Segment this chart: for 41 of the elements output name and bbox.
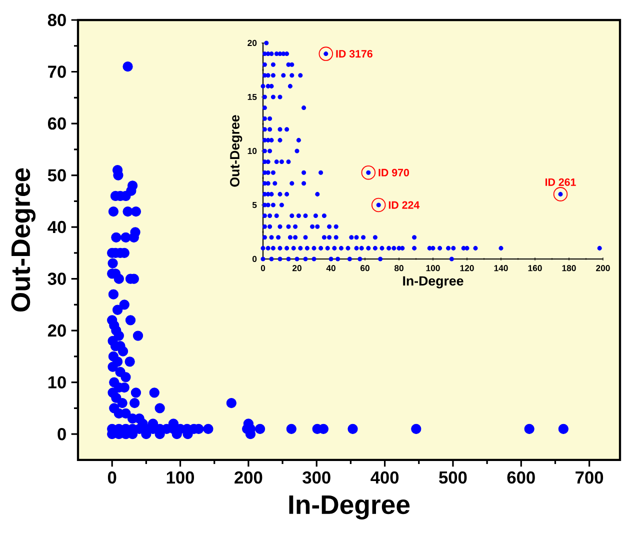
y-tick-label: 0 — [252, 256, 257, 262]
x-tick-label: 60 — [360, 265, 370, 272]
y-tick-label: 20 — [248, 40, 257, 46]
x-tick-label: 20 — [292, 265, 302, 272]
x-tick-label: 160 — [528, 265, 542, 272]
y-tick-label: 70 — [48, 66, 66, 78]
x-tick-label: 600 — [507, 471, 535, 484]
y-tick-label: 15 — [248, 94, 257, 100]
x-tick-label: 200 — [596, 265, 610, 272]
x-tick-label: 400 — [370, 471, 399, 484]
y-tick-label: 60 — [48, 117, 66, 130]
x-axis-title: In-Degree — [289, 495, 410, 520]
x-axis-title: In-Degree — [403, 276, 464, 288]
annotation: ID 970 — [378, 168, 409, 176]
x-tick-label: 120 — [460, 265, 474, 272]
x-tick-label: 500 — [439, 471, 467, 484]
x-tick-label: 180 — [562, 265, 576, 272]
x-tick-label: 100 — [426, 265, 440, 272]
annotation: ID 261 — [545, 178, 576, 186]
y-tick-label: 10 — [248, 148, 257, 154]
y-tick-label: 30 — [48, 272, 66, 285]
x-tick-label: 0 — [260, 265, 266, 272]
x-tick-label: 0 — [108, 471, 116, 484]
x-tick-label: 200 — [234, 471, 262, 484]
x-tick-label: 40 — [326, 265, 336, 272]
x-tick-label: 80 — [394, 265, 404, 272]
y-tick-label: 20 — [48, 324, 66, 337]
y-tick-label: 80 — [48, 14, 66, 26]
y-axis-title: Out-Degree — [230, 115, 242, 187]
y-axis-title: Out-Degree — [11, 168, 36, 312]
x-tick-label: 700 — [576, 471, 604, 484]
x-tick-label: 300 — [302, 471, 330, 484]
annotation: ID 3176 — [336, 50, 372, 58]
y-tick-label: 5 — [252, 202, 257, 208]
y-tick-label: 50 — [48, 169, 66, 182]
y-tick-label: 40 — [48, 220, 66, 234]
x-tick-label: 140 — [494, 265, 508, 272]
x-tick-label: 100 — [166, 471, 194, 484]
y-tick-label: 0 — [58, 428, 66, 440]
annotation: ID 224 — [388, 201, 420, 209]
y-tick-label: 10 — [48, 376, 66, 388]
